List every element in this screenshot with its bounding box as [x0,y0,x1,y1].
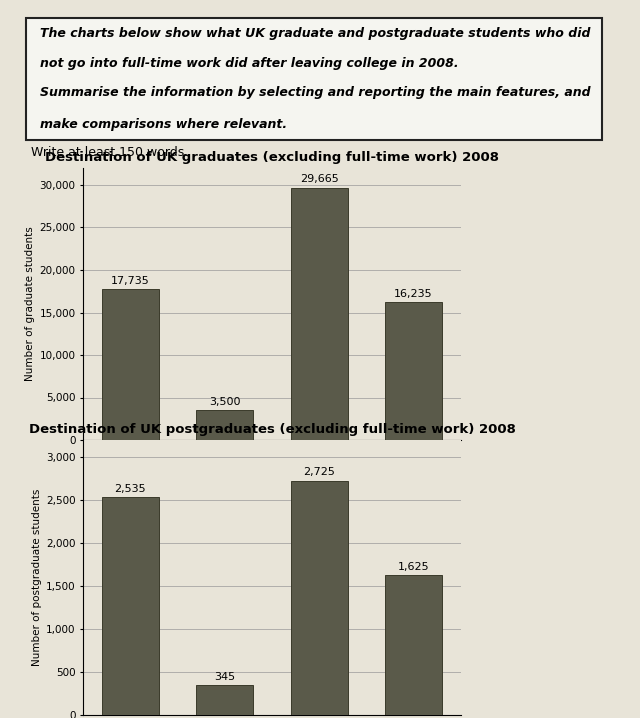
Text: 1,625: 1,625 [398,562,429,572]
Text: Summarise the information by selecting and reporting the main features, and: Summarise the information by selecting a… [40,86,591,99]
Text: 345: 345 [214,672,236,682]
Text: 17,735: 17,735 [111,276,150,286]
Bar [102,289,159,440]
Bar [196,410,253,440]
Text: 2,725: 2,725 [303,467,335,477]
Text: make comparisons where relevant.: make comparisons where relevant. [40,118,287,131]
Text: 2,535: 2,535 [115,484,146,494]
Text: The charts below show what UK graduate and postgraduate students who did: The charts below show what UK graduate a… [40,27,591,39]
Y-axis label: Number of graduate students: Number of graduate students [25,227,35,381]
Text: 16,235: 16,235 [394,289,433,299]
Y-axis label: Number of postgraduate students: Number of postgraduate students [32,489,42,666]
Bar [196,686,253,715]
FancyBboxPatch shape [26,18,602,140]
Title: Destination of UK postgraduates (excluding full-time work) 2008: Destination of UK postgraduates (excludi… [29,423,515,436]
Bar [291,481,348,715]
Bar [385,575,442,715]
Text: 29,665: 29,665 [300,174,339,185]
Bar [102,497,159,715]
Text: 3,500: 3,500 [209,397,241,407]
Text: Write at least 150 words.: Write at least 150 words. [31,146,189,159]
Text: not go into full-time work did after leaving college in 2008.: not go into full-time work did after lea… [40,57,459,70]
Bar [385,302,442,440]
Title: Destination of UK graduates (excluding full-time work) 2008: Destination of UK graduates (excluding f… [45,151,499,164]
Bar [291,188,348,440]
